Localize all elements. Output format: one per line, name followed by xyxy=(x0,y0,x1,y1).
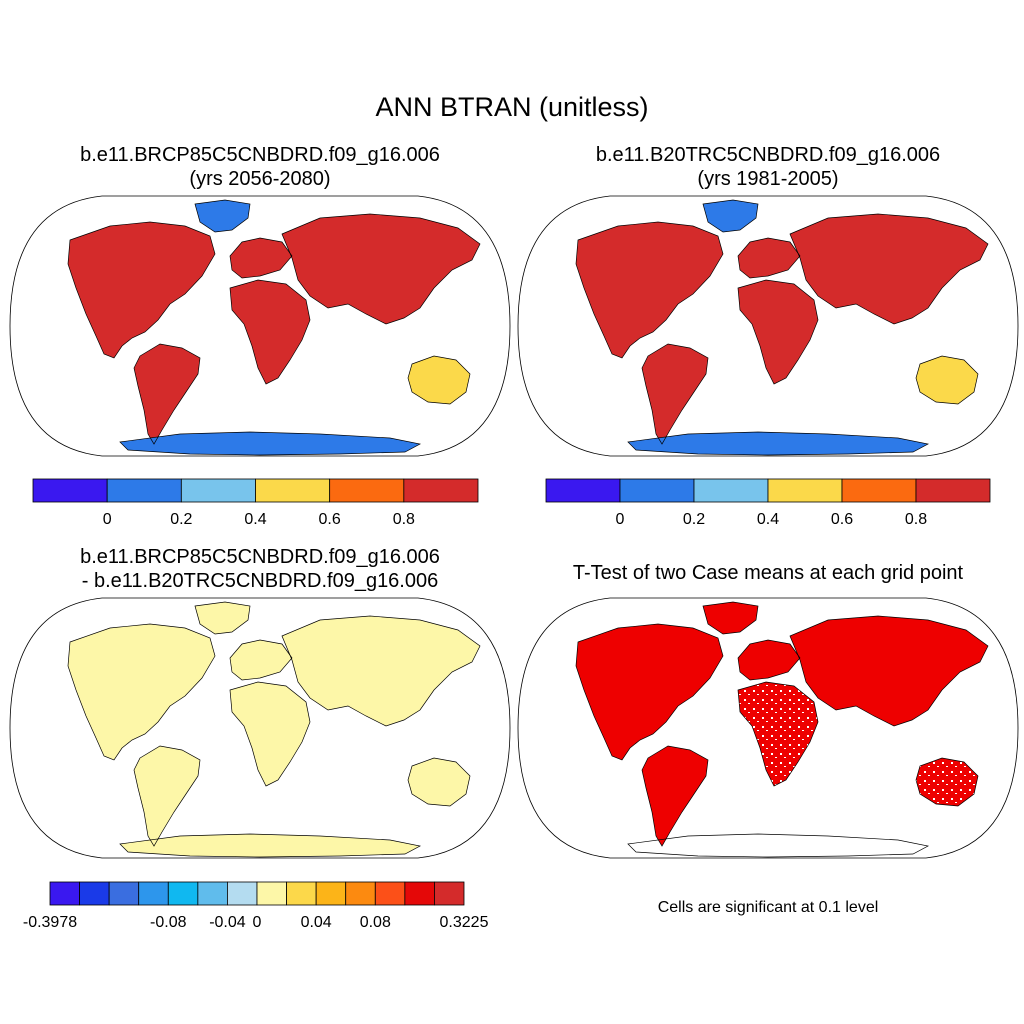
colorbar-tick-label: 0 xyxy=(103,511,112,528)
colorbar-swatch xyxy=(138,881,169,906)
colorbar-swatch xyxy=(49,881,80,906)
colorbar-swatch xyxy=(374,881,406,906)
map-border xyxy=(517,195,1019,457)
coastline-ant xyxy=(627,833,929,858)
panel-2-years: (yrs 1981-2005) xyxy=(697,168,839,190)
colorbar-swatch xyxy=(106,478,182,503)
colorbar-tick-label: 0 xyxy=(616,511,625,528)
colorbar-tick-label: 0.3225 xyxy=(440,914,489,931)
colorbar-swatch xyxy=(434,881,465,906)
colorbar-panel-3: -0.3978 -0.08 -0.04 0 0.04 0.08 0.3225 xyxy=(23,881,489,931)
colorbar-swatch xyxy=(345,881,376,906)
colorbar-swatch xyxy=(79,881,110,906)
colorbar-swatch xyxy=(404,881,435,906)
colorbar-panel-2: 0 0.2 0.4 0.6 0.8 xyxy=(545,478,991,528)
map-panel-difference xyxy=(9,597,511,859)
colorbar-swatch xyxy=(197,881,228,906)
map-panel-historical xyxy=(517,195,1019,457)
panel-1-years: (yrs 2056-2080) xyxy=(189,168,331,190)
colorbar-swatch xyxy=(108,881,140,906)
colorbar-swatch xyxy=(545,478,621,503)
colorbar-tick-label: 0.04 xyxy=(301,914,332,931)
colorbar-swatch xyxy=(693,478,769,503)
difference-field xyxy=(68,602,480,857)
panel-3-case-a: b.e11.BRCP85C5CNBDRD.f09_g16.006 xyxy=(80,546,440,568)
land-field xyxy=(68,200,480,455)
land-field xyxy=(576,200,988,455)
colorbar-tick-label: -0.08 xyxy=(150,914,187,931)
colorbar-swatch xyxy=(315,881,347,906)
panel-2-case: b.e11.B20TRC5CNBDRD.f09_g16.006 xyxy=(595,144,941,166)
significance-field xyxy=(576,602,988,846)
colorbar-tick-label: 0.2 xyxy=(683,511,705,528)
colorbar-swatch xyxy=(619,478,695,503)
colorbar-tick-label: -0.3978 xyxy=(23,914,77,931)
panel-3-case-b: - b.e11.B20TRC5CNBDRD.f09_g16.006 xyxy=(81,570,439,592)
colorbar-tick-label: 0.2 xyxy=(170,511,192,528)
colorbar-swatch xyxy=(915,478,991,503)
map-border xyxy=(9,597,511,859)
map-panel-ttest xyxy=(517,597,1019,859)
colorbar-swatch xyxy=(227,881,258,906)
figure-title: ANN BTRAN (unitless) xyxy=(375,92,649,122)
colorbar-swatch xyxy=(841,478,917,503)
panel-2-title: b.e11.B20TRC5CNBDRD.f09_g16.006 (yrs 198… xyxy=(518,143,1018,191)
colorbar-tick-label: 0.6 xyxy=(831,511,853,528)
panel-1-title: b.e11.BRCP85C5CNBDRD.f09_g16.006 (yrs 20… xyxy=(10,143,510,191)
map-border xyxy=(9,195,511,457)
panel-3-title: b.e11.BRCP85C5CNBDRD.f09_g16.006 - b.e11… xyxy=(10,545,510,593)
colorbar-swatch xyxy=(255,478,331,503)
colorbar-panel-1: 0 0.2 0.4 0.6 0.8 xyxy=(32,478,479,528)
map-panel-future xyxy=(9,195,511,457)
panel-4-title: T-Test of two Case means at each grid po… xyxy=(572,562,964,584)
colorbar-tick-label: 0.8 xyxy=(905,511,927,528)
panel-1-case: b.e11.BRCP85C5CNBDRD.f09_g16.006 xyxy=(80,144,440,166)
colorbar-swatch xyxy=(256,881,287,906)
colorbar-swatch xyxy=(767,478,843,503)
colorbar-swatch xyxy=(403,478,479,503)
colorbar-swatch xyxy=(32,478,108,503)
colorbar-tick-label: 0.08 xyxy=(360,914,391,931)
map-border xyxy=(517,597,1019,859)
colorbar-tick-label: 0.4 xyxy=(757,511,779,528)
colorbar-swatch xyxy=(329,478,405,503)
colorbar-swatch xyxy=(167,881,199,906)
colorbar-tick-label: 0 xyxy=(253,914,262,931)
colorbar-tick-label: 0.6 xyxy=(319,511,341,528)
colorbar-tick-label: -0.04 xyxy=(209,914,246,931)
colorbar-swatch xyxy=(286,881,317,906)
colorbar-tick-label: 0.8 xyxy=(393,511,415,528)
significance-note: Cells are significant at 0.1 level xyxy=(657,899,879,916)
colorbar-tick-label: 0.4 xyxy=(244,511,266,528)
colorbar-swatch xyxy=(180,478,256,503)
